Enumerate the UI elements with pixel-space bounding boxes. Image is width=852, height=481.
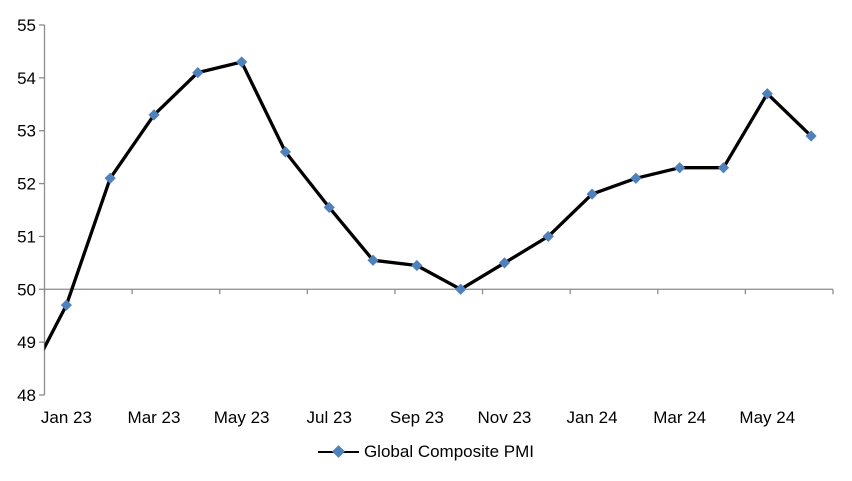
data-point-marker xyxy=(586,188,598,200)
y-axis-tick-label: 52 xyxy=(17,175,36,194)
y-axis-tick-label: 49 xyxy=(17,333,36,352)
data-point-marker xyxy=(148,109,160,121)
data-point-marker xyxy=(498,257,511,269)
x-axis-tick-label: May 24 xyxy=(739,408,795,427)
data-point-marker xyxy=(717,162,730,174)
x-axis-tick-label: Jan 24 xyxy=(567,408,618,427)
y-axis-tick-label: 55 xyxy=(17,16,36,35)
x-axis-tick-label: Jul 23 xyxy=(307,408,352,427)
y-axis-tick-label: 51 xyxy=(17,227,36,246)
y-axis-tick-label: 48 xyxy=(17,386,36,405)
legend-line-icon xyxy=(317,445,359,458)
data-point-marker xyxy=(323,201,335,213)
data-point-marker xyxy=(542,230,554,243)
x-axis-tick-label: Sep 23 xyxy=(390,408,444,427)
data-point-marker xyxy=(630,172,642,184)
x-axis-tick-label: Mar 23 xyxy=(128,408,181,427)
data-point-marker xyxy=(674,162,686,174)
legend-diamond-icon xyxy=(332,445,345,458)
x-axis-tick-label: Jan 23 xyxy=(41,408,92,427)
data-point-marker xyxy=(60,299,73,311)
legend-label: Global Composite PMI xyxy=(363,441,535,461)
pmi-series-line xyxy=(44,60,813,351)
y-axis-tick-label: 50 xyxy=(17,280,36,299)
data-point-marker xyxy=(455,283,467,295)
data-point-marker xyxy=(104,172,116,184)
data-point-marker xyxy=(192,66,204,79)
data-point-marker xyxy=(805,130,817,142)
x-axis-tick-label: Nov 23 xyxy=(478,408,532,427)
y-axis-tick-label: 53 xyxy=(17,122,36,141)
y-axis-tick-label: 54 xyxy=(17,69,36,88)
x-axis-tick-label: May 23 xyxy=(214,408,270,427)
data-point-marker xyxy=(279,146,292,158)
x-axis-tick-label: Mar 24 xyxy=(653,408,706,427)
data-point-marker xyxy=(367,254,379,266)
data-point-marker xyxy=(411,259,423,272)
data-point-marker xyxy=(236,56,248,68)
data-point-marker xyxy=(761,88,773,100)
chart-legend: Global Composite PMI xyxy=(0,441,852,462)
